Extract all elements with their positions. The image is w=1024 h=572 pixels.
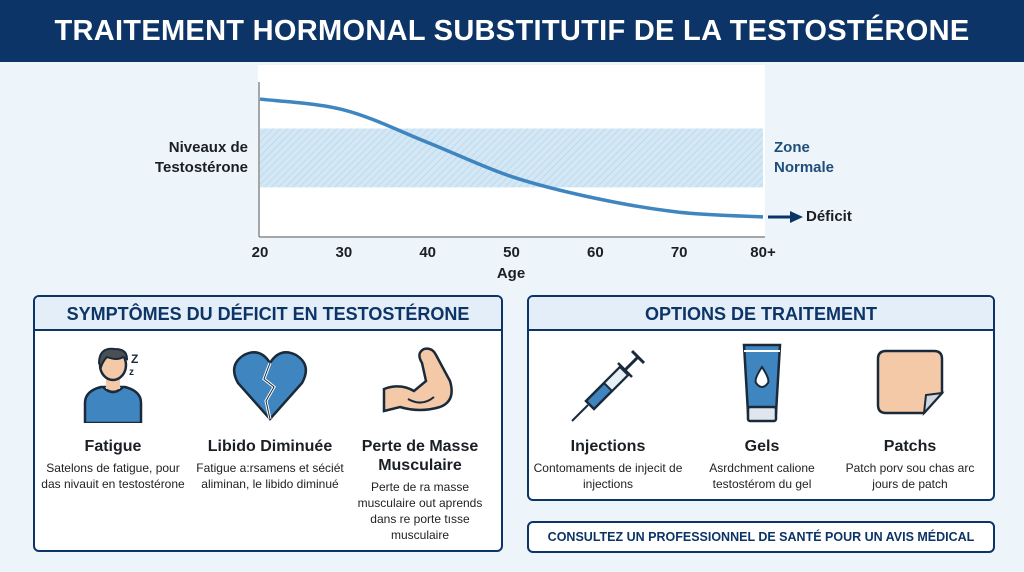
symptom-title: Libido Diminuée <box>207 438 333 455</box>
symptoms-panel: SYMPTÔMES DU DÉFICIT EN TESTOSTÉRONE Z z… <box>33 295 503 552</box>
x-tick-label: 50 <box>503 244 520 261</box>
deficit-arrow-icon <box>768 211 803 223</box>
testosterone-chart <box>258 65 803 238</box>
symptom-muscle: Perte de Masse Musculaire Perte de ra ma… <box>345 341 495 543</box>
symptoms-title: SYMPTÔMES DU DÉFICIT EN TESTOSTÉRONE <box>35 297 501 331</box>
symptom-desc: Fatigue a:rsamens et séciét aliminan, le… <box>196 461 344 491</box>
treatment-title: Patchs <box>883 438 937 455</box>
flexed-bicep-icon <box>382 347 453 413</box>
svg-text:Z: Z <box>131 352 138 366</box>
consult-professional-banner: CONSULTEZ UN PROFESSIONNEL DE SANTÉ POUR… <box>527 521 995 553</box>
page-title: TRAITEMENT HORMONAL SUBSTITUTIF DE LA TE… <box>0 0 1024 62</box>
normal-zone-label: Zone Normale <box>774 139 835 176</box>
treatment-desc: Asrdchment calione testostérom du gel <box>709 461 815 491</box>
syringe-icon <box>571 349 646 422</box>
deficit-label: Déficit <box>806 208 852 225</box>
treatment-title: Injections <box>570 438 646 455</box>
treatment-gels: Gels Asrdchment calione testostérom du g… <box>687 341 837 492</box>
x-tick-label: 60 <box>586 244 604 261</box>
symptom-title: Perte de Masse Musculaire <box>361 438 479 474</box>
patch-icon <box>876 349 945 416</box>
symptom-libido: Libido Diminuée Fatigue a:rsamens et séc… <box>195 341 345 492</box>
symptom-fatigue: Z z Fatigue Satelons de fatigue, pour da… <box>38 341 188 492</box>
x-tick-label: 40 <box>419 244 436 261</box>
symptom-desc: Perte de ra masse musculaire out aprends… <box>357 480 483 542</box>
svg-text:z: z <box>129 367 134 378</box>
x-axis-label: Age <box>496 265 526 282</box>
treatments-title: OPTIONS DE TRAITEMENT <box>529 297 993 331</box>
x-tick-label: 80+ <box>750 244 776 261</box>
treatment-desc: Contomaments de injecit de injections <box>533 461 683 491</box>
x-tick-label: 30 <box>335 244 353 261</box>
treatment-injections: Injections Contomaments de injecit de in… <box>533 341 683 492</box>
x-tick-label: 20 <box>251 244 269 261</box>
gel-tube-icon <box>742 343 782 423</box>
treatment-patchs: Patchs Patch porv sou chas arc jours de … <box>835 341 985 492</box>
treatment-desc: Patch porv sou chas arc jours de patch <box>845 461 975 491</box>
y-axis-label: Niveaux de Testostérone <box>154 139 248 176</box>
symptom-desc: Satelons de fatigue, pour das nivauit en… <box>41 461 185 491</box>
treatment-title: Gels <box>744 438 780 455</box>
testosterone-curve <box>259 97 764 219</box>
tired-person-icon: Z z <box>83 347 143 423</box>
treatments-panel: OPTIONS DE TRAITEMENT Injections Contoma… <box>527 295 995 501</box>
symptom-title: Fatigue <box>84 438 142 455</box>
normal-zone-band <box>260 128 763 188</box>
x-tick-label: 70 <box>670 244 688 261</box>
broken-heart-icon <box>232 351 308 421</box>
